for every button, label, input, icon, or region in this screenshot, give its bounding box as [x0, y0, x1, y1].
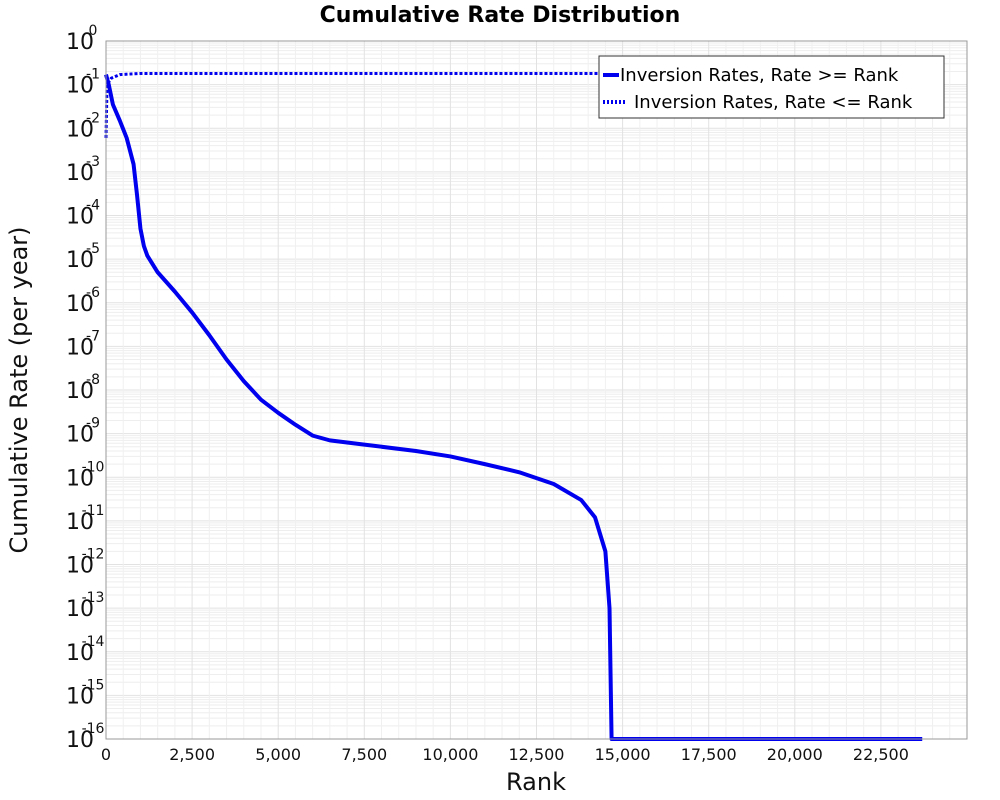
y-tick-label-exponent: -13: [82, 590, 105, 606]
x-tick-label: 17,500: [681, 745, 737, 764]
y-tick-label-base: 10: [66, 74, 94, 99]
legend-label-rate-le-rank: Inversion Rates, Rate <= Rank: [634, 92, 913, 113]
y-tick-label-exponent: -16: [82, 721, 105, 737]
x-tick-label: 5,000: [255, 745, 301, 764]
y-tick-label-exponent: -8: [86, 372, 100, 388]
y-tick-label-base: 10: [66, 248, 94, 273]
legend-label-rate-ge-rank: Inversion Rates, Rate >= Rank: [620, 65, 899, 86]
y-tick-label-base: 10: [66, 597, 94, 622]
y-tick-label-exponent: -7: [86, 328, 100, 344]
y-tick-label-exponent: -12: [82, 547, 105, 563]
series-layer: [104, 71, 923, 741]
y-tick-label-base: 10: [66, 510, 94, 535]
y-tick-label-base: 10: [66, 684, 94, 709]
y-tick-label-exponent: -11: [82, 503, 105, 519]
y-tick-label-exponent: -1: [86, 67, 100, 83]
y-tick-label-base: 10: [66, 117, 94, 142]
y-tick-label-base: 10: [66, 379, 94, 404]
y-tick-label-exponent: -2: [86, 110, 100, 126]
x-axis-label: Rank: [506, 768, 566, 796]
series-line-rate-ge-rank: [104, 74, 923, 741]
x-tick-label: 12,500: [509, 745, 565, 764]
x-tick-label: 7,500: [341, 745, 387, 764]
y-tick-label-base: 10: [66, 641, 94, 666]
legend: Inversion Rates, Rate >= Rank Inversion …: [598, 55, 945, 119]
chart-title: Cumulative Rate Distribution: [320, 3, 681, 28]
y-tick-label-base: 10: [66, 335, 94, 360]
x-tick-label: 0: [101, 745, 111, 764]
y-tick-label-base: 10: [66, 423, 94, 448]
y-tick-label-exponent: -15: [82, 677, 105, 693]
y-tick-label-base: 10: [66, 728, 94, 753]
series-line-rate-le-rank: [104, 71, 923, 138]
y-axis-label: Cumulative Rate (per year): [5, 226, 33, 553]
plot-frame: [105, 40, 968, 740]
y-tick-label-exponent: -3: [86, 154, 100, 170]
y-tick-label-exponent: -5: [86, 241, 100, 257]
y-tick-label-base: 10: [66, 161, 94, 186]
y-tick-label-base: 10: [66, 205, 94, 230]
y-tick-label-exponent: -6: [86, 285, 100, 301]
y-tick-label-exponent: -14: [82, 634, 105, 650]
x-tick-labels: 0 2,500 5,000 7,500 10,000 12,500 15,000 17,500…: [101, 745, 909, 764]
x-tick-label: 15,000: [595, 745, 651, 764]
y-tick-label-base: 10: [66, 554, 94, 579]
y-tick-labels: 10010-110-210-310-410-510-610-710-810-91…: [66, 23, 105, 753]
y-tick-label-exponent: -10: [82, 459, 105, 475]
legend-box: [598, 55, 945, 119]
y-tick-label-exponent: 0: [89, 23, 98, 39]
x-tick-label: 10,000: [422, 745, 478, 764]
x-tick-label: 22,500: [853, 745, 909, 764]
y-tick-label-base: 10: [66, 30, 94, 55]
y-tick-label-exponent: -4: [86, 198, 100, 214]
y-tick-label-base: 10: [66, 292, 94, 317]
y-tick-label-exponent: -9: [86, 416, 100, 432]
x-tick-label: 2,500: [169, 745, 215, 764]
y-tick-label-base: 10: [66, 466, 94, 491]
x-tick-label: 20,000: [767, 745, 823, 764]
